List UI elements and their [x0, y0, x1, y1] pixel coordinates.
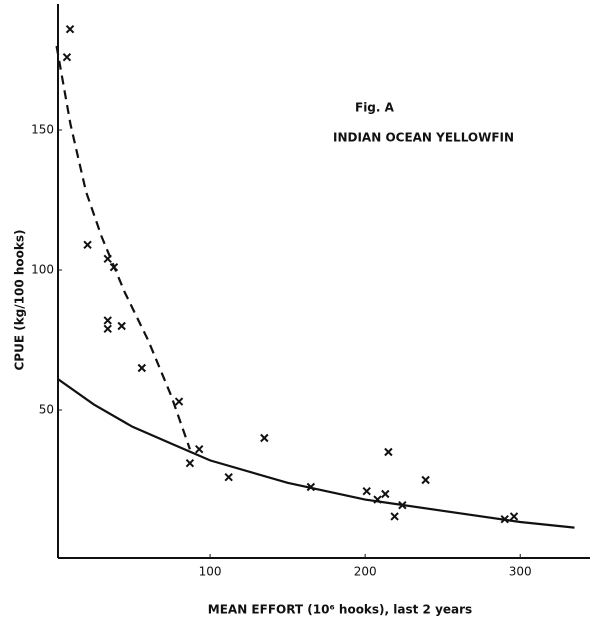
- y-axis-label: CPUE (kg/100 hooks): [13, 229, 27, 370]
- x-tick-label: 300: [509, 565, 532, 579]
- x-tick-label: 200: [354, 565, 377, 579]
- point: [103, 254, 112, 264]
- y-tick-label: 100: [31, 263, 54, 277]
- x-tick-label: 100: [199, 565, 222, 579]
- point: [117, 321, 126, 331]
- point: [174, 397, 184, 406]
- x-axis-label: MEAN EFFORT (10⁶ hooks), last 2 years: [208, 603, 472, 617]
- y-tick-label: 50: [39, 403, 54, 417]
- annotation: INDIAN OCEAN YELLOWFIN: [333, 131, 514, 145]
- fit-curve: [55, 45, 191, 450]
- point: [103, 324, 112, 334]
- point: [509, 512, 519, 521]
- point: [381, 489, 390, 499]
- point: [373, 495, 382, 504]
- point: [195, 444, 204, 454]
- y-tick-label: 150: [31, 123, 54, 137]
- annotation: Fig. A: [355, 101, 395, 115]
- point: [83, 240, 92, 250]
- fit-curve: [57, 378, 575, 529]
- point: [390, 512, 399, 521]
- point: [306, 482, 316, 492]
- point: [500, 514, 509, 524]
- point: [398, 500, 407, 510]
- point: [384, 447, 393, 457]
- point: [137, 363, 147, 373]
- point: [185, 458, 195, 468]
- point: [109, 262, 119, 272]
- point: [62, 52, 72, 62]
- point: [224, 472, 233, 482]
- point: [421, 475, 430, 485]
- point: [260, 433, 269, 443]
- point: [65, 24, 75, 34]
- point: [103, 316, 112, 325]
- point: [362, 486, 371, 496]
